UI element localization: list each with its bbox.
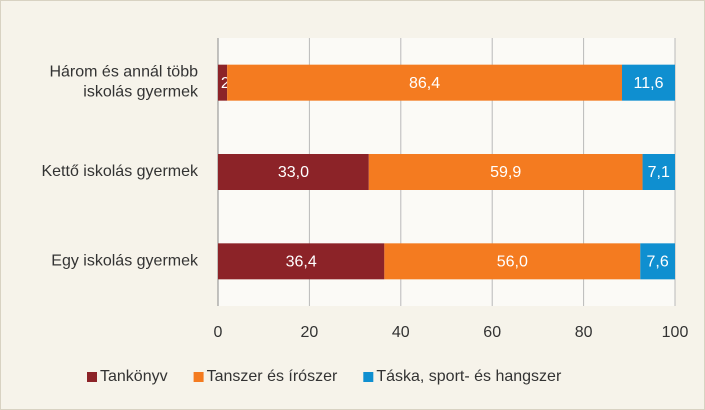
legend-label: Tankönyv (100, 368, 168, 385)
bar-segment (227, 64, 622, 101)
bar-segment (621, 64, 675, 101)
data-label: 33,0 (278, 164, 309, 181)
bar-segment (218, 154, 369, 190)
legend-label: Tanszer és írószer (207, 368, 338, 385)
bar-segment (218, 64, 228, 101)
x-tick-label: 60 (483, 324, 501, 341)
data-label: 7,1 (648, 164, 670, 181)
bar-segment (368, 154, 643, 190)
legend-swatch (87, 372, 97, 382)
data-label: 86,4 (409, 75, 440, 92)
data-label: 56,0 (497, 254, 528, 271)
y-tick-label: Kettő iskolás gyermek (41, 163, 199, 180)
bar-segment (218, 243, 385, 280)
y-tick-label: Három és annál több iskolás gyermek (49, 64, 199, 101)
data-label: 7,6 (647, 254, 669, 271)
legend-swatch (193, 372, 204, 382)
legend-swatch (363, 372, 374, 382)
data-label: 11,6 (634, 75, 664, 92)
x-tick-label: 0 (214, 324, 223, 341)
x-tick-label: 100 (662, 324, 689, 341)
legend-label: Táska, sport- és hangszer (376, 368, 562, 385)
y-tick-label: Egy iskolás gyermek (51, 253, 199, 270)
data-label: 59,9 (490, 164, 521, 181)
x-tick-label: 40 (392, 324, 410, 341)
bar-segment (640, 243, 675, 280)
x-tick-label: 20 (301, 324, 319, 341)
x-tick-label: 80 (575, 324, 593, 341)
bar-segment (384, 243, 641, 280)
bar-segment (642, 154, 675, 190)
data-label: 36,4 (286, 254, 317, 271)
